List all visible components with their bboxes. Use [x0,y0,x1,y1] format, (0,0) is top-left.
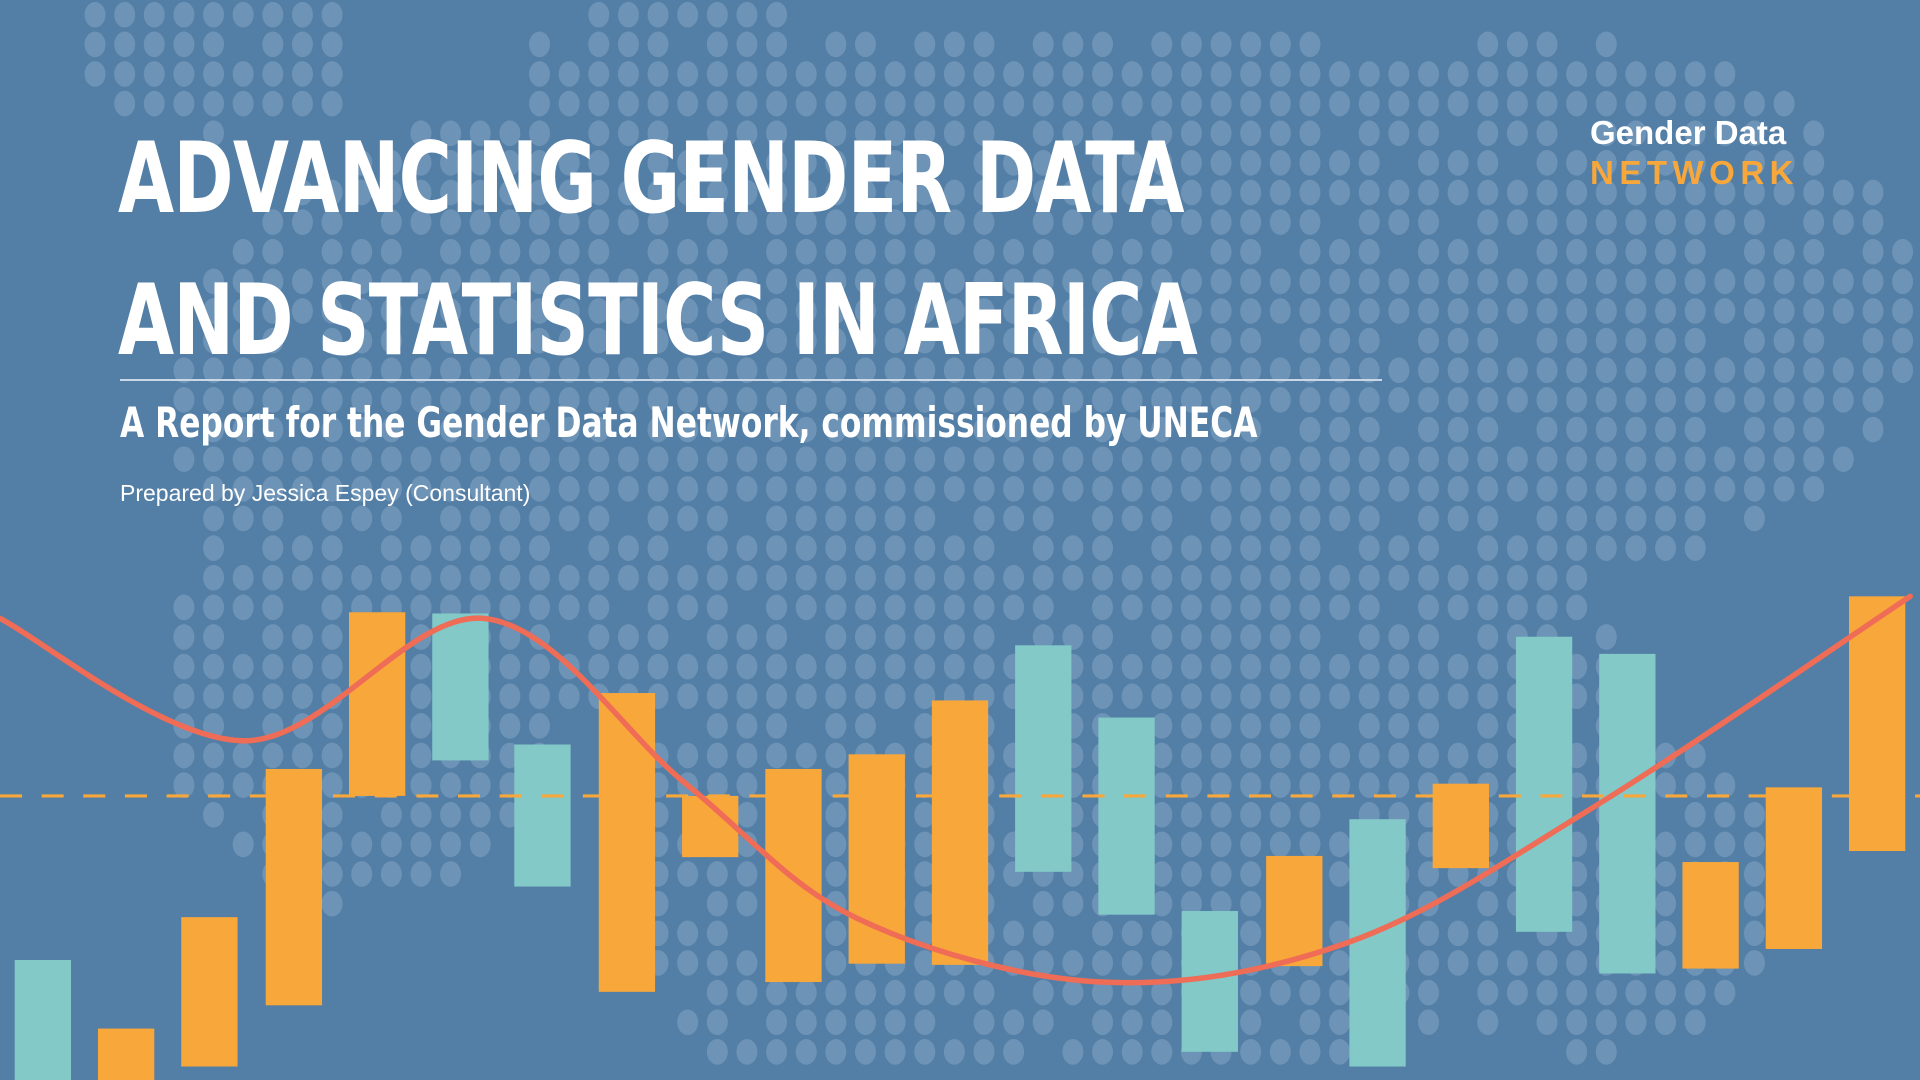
chart-bar [598,693,656,992]
chart-bar [348,612,406,796]
chart-bar [848,754,905,964]
chart-bar [1765,787,1823,949]
title-line-1: ADVANCING GENDER DATA [118,122,1184,236]
report-subtitle: A Report for the Gender Data Network, co… [120,398,1258,447]
chart-bar [432,613,489,761]
chart-bar [1848,596,1906,852]
report-title: ADVANCING GENDER DATA AND STATISTICS IN … [118,108,1198,392]
chart-bar [514,744,571,887]
chart-bar [1349,819,1406,1067]
chart-bar [1266,855,1323,967]
chart-bar [1515,636,1573,932]
logo-line-1: Gender Data [1590,114,1787,151]
chart-bar [1098,717,1155,915]
logo-line-2: NETWORK [1590,154,1799,191]
trend-curve [0,593,1913,986]
chart-bar [1682,862,1739,969]
title-line-2: AND STATISTICS IN AFRICA [118,264,1198,378]
chart-bar [1599,653,1656,974]
chart-bar [97,1028,155,1080]
chart-bar [1015,645,1072,872]
chart-bar [265,768,323,1006]
chart-bar [931,700,989,965]
prepared-by: Prepared by Jessica Espey (Consultant) [120,480,531,506]
chart-bar [14,960,72,1080]
chart-bar [181,917,238,1067]
title-divider [120,379,1382,381]
chart-bar [1432,783,1489,869]
gender-data-network-logo: Gender Data NETWORK [1590,114,1799,192]
